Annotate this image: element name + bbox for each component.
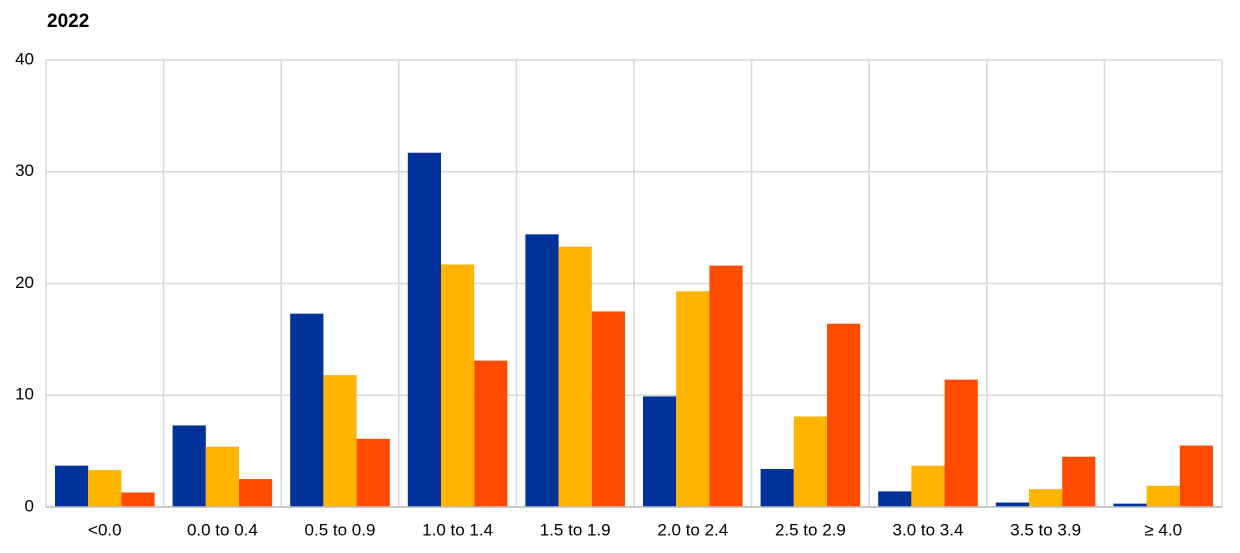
x-tick-label: 1.5 to 1.9 — [540, 520, 611, 539]
y-tick-label: 40 — [15, 49, 34, 68]
x-tick-label: 0.0 to 0.4 — [187, 520, 258, 539]
bar — [709, 265, 743, 507]
bar — [239, 479, 273, 507]
y-tick-label: 10 — [15, 385, 34, 404]
bar — [995, 502, 1029, 507]
bar — [558, 246, 592, 507]
bar — [1029, 489, 1063, 507]
bar — [474, 360, 508, 507]
x-tick-label: 0.5 to 0.9 — [305, 520, 376, 539]
bar — [172, 425, 206, 507]
bar — [827, 323, 861, 507]
bar — [121, 492, 155, 507]
bar — [407, 152, 441, 507]
x-tick-label: <0.0 — [88, 520, 122, 539]
x-tick-label: 1.0 to 1.4 — [422, 520, 493, 539]
y-tick-label: 30 — [15, 161, 34, 180]
y-tick-label: 0 — [25, 496, 34, 515]
bar — [878, 491, 912, 507]
bar — [356, 438, 390, 507]
x-tick-label: 3.5 to 3.9 — [1010, 520, 1081, 539]
bar — [944, 379, 978, 507]
bar — [643, 396, 677, 507]
x-tick-label: ≥ 4.0 — [1144, 520, 1182, 539]
bar — [1179, 445, 1213, 507]
bar — [525, 234, 559, 507]
bar — [1146, 485, 1180, 507]
bar — [205, 446, 239, 507]
bar — [760, 469, 794, 507]
x-tick-label: 2.5 to 2.9 — [775, 520, 846, 539]
bar — [1062, 456, 1096, 507]
bar — [55, 465, 89, 507]
bar — [591, 311, 625, 507]
bar — [1113, 503, 1147, 507]
bar — [793, 416, 827, 507]
bar — [676, 291, 710, 507]
x-tick-label: 3.0 to 3.4 — [893, 520, 964, 539]
bar — [290, 313, 324, 507]
y-tick-label: 20 — [15, 273, 34, 292]
bar — [323, 375, 357, 507]
bar — [88, 470, 122, 507]
chart-title: 2022 — [47, 11, 89, 32]
bar — [911, 465, 945, 507]
x-tick-label: 2.0 to 2.4 — [657, 520, 728, 539]
bar — [441, 264, 475, 507]
